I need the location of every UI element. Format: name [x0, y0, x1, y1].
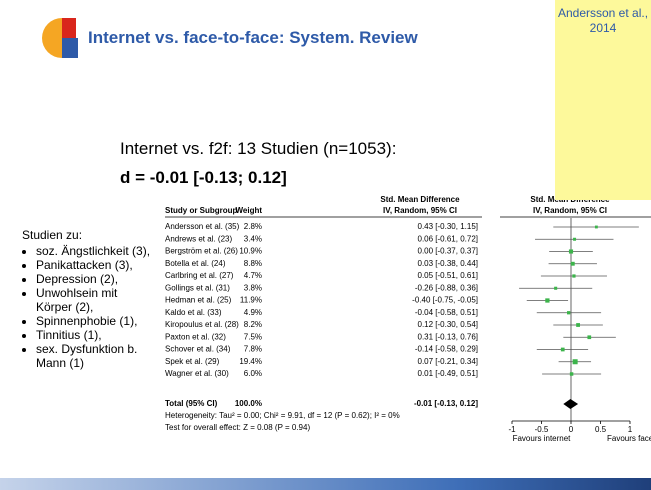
summary-line: Internet vs. f2f: 13 Studien (n=1053):: [120, 139, 397, 158]
reference: Andersson et al., 2014: [555, 0, 651, 200]
study-name: Gollings et al. (31): [165, 283, 230, 292]
logo: [42, 18, 78, 58]
effect-square: [568, 249, 574, 254]
studien-item: Unwohlsein mit Körper (2),: [36, 286, 154, 314]
header-effect-title: Std. Mean Difference: [380, 195, 460, 204]
total-name: Total (95% CI): [165, 399, 218, 408]
studien-item: soz. Ängstlichkeit (3),: [36, 244, 154, 258]
study-ci: 0.03 [-0.38, 0.44]: [418, 259, 479, 268]
effect-square: [572, 274, 576, 278]
study-name: Bergström et al. (26): [165, 247, 238, 256]
study-ci: 0.31 [-0.13, 0.76]: [418, 332, 479, 341]
bottom-bar: [0, 478, 651, 490]
study-weight: 3.4%: [244, 234, 262, 243]
study-weight: 10.9%: [239, 247, 262, 256]
studien-heading: Studien zu:: [22, 228, 83, 242]
x-tick-label: 0.5: [595, 425, 607, 434]
study-ci: -0.04 [-0.58, 0.51]: [415, 308, 478, 317]
study-ci: 0.01 [-0.49, 0.51]: [418, 369, 479, 378]
effect-square: [594, 225, 598, 229]
study-name: Carlbring et al. (27): [165, 271, 234, 280]
effect-square: [560, 347, 565, 352]
study-weight: 4.9%: [244, 308, 262, 317]
effect-square: [554, 286, 558, 290]
study-name: Andersson et al. (35): [165, 222, 240, 231]
studien-items: soz. Ängstlichkeit (3),Panikattacken (3)…: [22, 244, 154, 370]
effect-square: [569, 372, 574, 376]
study-weight: 7.5%: [244, 332, 262, 341]
effect-square: [573, 237, 577, 241]
effect-square: [587, 335, 592, 340]
logo-red: [62, 18, 76, 38]
total-diamond: [563, 399, 579, 409]
effect-square: [570, 261, 575, 266]
header-weight: Weight: [235, 206, 262, 215]
slide-title: Internet vs. face-to-face: System. Revie…: [88, 28, 418, 47]
study-ci: -0.40 [-0.75, -0.05]: [412, 296, 478, 305]
study-weight: 6.0%: [244, 369, 262, 378]
study-weight: 7.8%: [244, 345, 262, 354]
study-weight: 4.7%: [244, 271, 262, 280]
studien-item: Spinnenphobie (1),: [36, 314, 154, 328]
x-tick-label: -0.5: [535, 425, 549, 434]
summary-effect: d = -0.01 [-0.13; 0.12]: [120, 168, 287, 187]
study-name: Andrews et al. (23): [165, 234, 232, 243]
header-effect-method: IV, Random, 95% CI: [383, 206, 457, 215]
study-name: Kiropoulus et al. (28): [165, 320, 239, 329]
x-tick-label: -1: [508, 425, 516, 434]
study-ci: 0.07 [-0.21, 0.34]: [418, 357, 479, 366]
left-label: Favours internet: [513, 434, 572, 443]
study-ci: 0.05 [-0.51, 0.61]: [418, 271, 479, 280]
effect-square: [576, 323, 580, 327]
studien-item: Depression (2),: [36, 272, 154, 286]
study-ci: 0.43 [-0.30, 1.15]: [418, 222, 479, 231]
logo-blue: [62, 38, 78, 58]
effect-square: [545, 298, 550, 303]
study-weight: 8.8%: [244, 259, 262, 268]
studien-item: Panikattacken (3),: [36, 258, 154, 272]
study-name: Botella et al. (24): [165, 259, 226, 268]
study-name: Spek et al. (29): [165, 357, 220, 366]
studien-item: sex. Dysfunktion b. Mann (1): [36, 342, 154, 370]
study-name: Schover et al. (34): [165, 345, 231, 354]
study-name: Paxton et al. (32): [165, 332, 226, 341]
total-weight: 100.0%: [235, 399, 262, 408]
x-tick-label: 0: [569, 425, 574, 434]
study-name: Wagner et al. (30): [165, 369, 229, 378]
study-weight: 2.8%: [244, 222, 262, 231]
total-ci: -0.01 [-0.13, 0.12]: [414, 399, 478, 408]
study-weight: 3.8%: [244, 283, 262, 292]
plot-subtitle: IV, Random, 95% CI: [533, 206, 607, 215]
study-ci: 0.06 [-0.61, 0.72]: [418, 234, 479, 243]
study-name: Hedman et al. (25): [165, 296, 232, 305]
study-weight: 19.4%: [239, 357, 262, 366]
effect-square: [572, 359, 578, 365]
study-weight: 8.2%: [244, 320, 262, 329]
overall-effect: Test for overall effect: Z = 0.08 (P = 0…: [165, 423, 310, 432]
header-study: Study or Subgroup: [165, 206, 238, 215]
x-tick-label: 1: [628, 425, 633, 434]
studien-list: Studien zu: soz. Ängstlichkeit (3),Panik…: [22, 228, 167, 370]
study-ci: 0.00 [-0.37, 0.37]: [418, 247, 479, 256]
study-ci: 0.12 [-0.30, 0.54]: [418, 320, 479, 329]
study-ci: -0.14 [-0.58, 0.29]: [415, 345, 478, 354]
study-weight: 11.9%: [240, 296, 262, 305]
effect-square: [567, 311, 571, 315]
right-label: Favours face-to-fac: [607, 434, 651, 443]
studien-item: Tinnitius (1),: [36, 328, 154, 342]
logo-orange: [42, 18, 62, 58]
study-ci: -0.26 [-0.88, 0.36]: [415, 283, 478, 292]
study-name: Kaldo et al. (33): [165, 308, 222, 317]
heterogeneity: Heterogeneity: Tau² = 0.00; Chi² = 9.91,…: [165, 411, 400, 420]
